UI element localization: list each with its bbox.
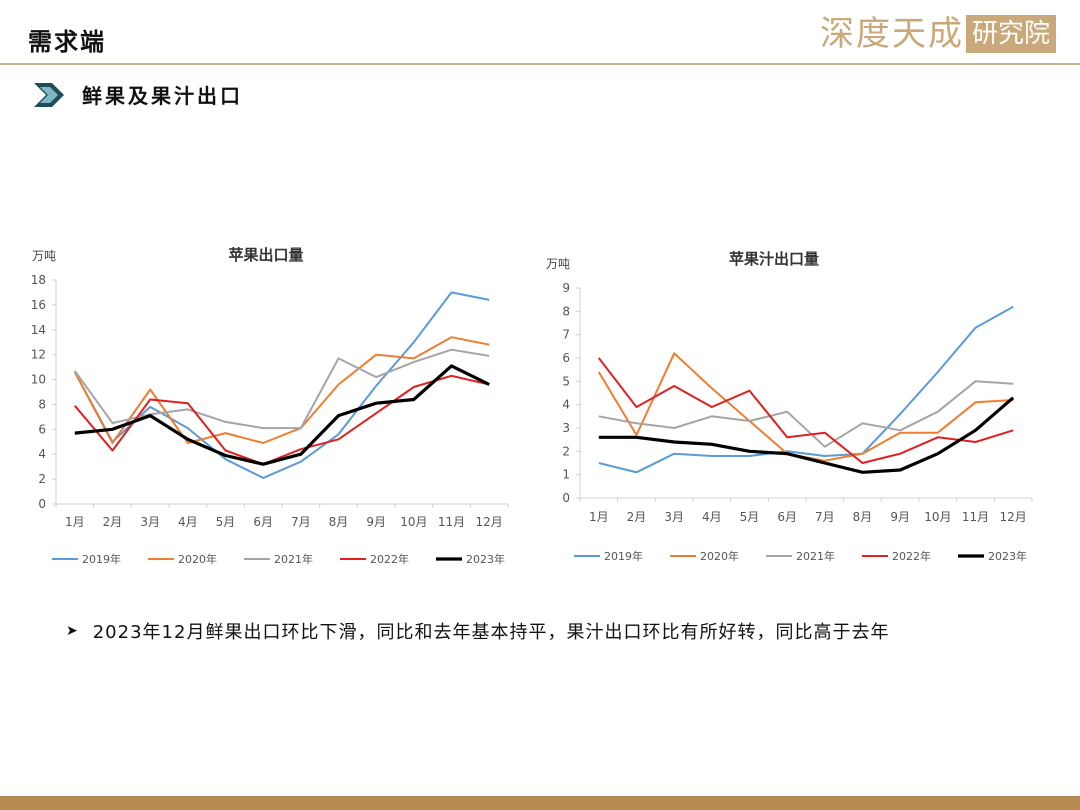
logo-box-text: 研究院 <box>965 15 1056 53</box>
page-title: 需求端 <box>28 28 106 56</box>
y-tick-label: 5 <box>562 374 570 388</box>
series-line-3 <box>74 374 490 466</box>
y-tick-label: 6 <box>38 422 46 436</box>
y-axis-unit-label: 万吨 <box>546 257 570 271</box>
x-tick-label: 4月 <box>702 510 722 524</box>
x-tick-label: 2月 <box>103 515 123 529</box>
summary-note: ➤ 2023年12月鲜果出口环比下滑，同比和去年基本持平，果汁出口环比有所好转，… <box>66 618 889 644</box>
y-tick-label: 2 <box>38 472 46 486</box>
apple-export-chart-svg: 苹果出口量 万吨 0 2 4 6 8 10 12 14 16 18 1月 2月 3月 4月 5月 6月 7月 8月 9月… <box>31 246 509 566</box>
legend-label-1: 2020年 <box>700 549 739 563</box>
y-tick-label: 2 <box>562 444 570 458</box>
apple-juice-export-chart: 苹果汁出口量 万吨 0 1 2 3 4 5 6 7 8 9 1月 2月 3月 4月 5月 6月 7月 8月 9月 10月 1… <box>540 230 1060 580</box>
series-line-2 <box>598 380 1014 448</box>
series-line-4 <box>598 396 1015 474</box>
x-tick-label: 8月 <box>329 515 349 529</box>
y-tick-label: 8 <box>562 304 570 318</box>
y-tick-label: 3 <box>562 421 570 435</box>
section-heading: 鲜果及果汁出口 <box>32 80 243 109</box>
x-tick-label: 1月 <box>65 515 85 529</box>
legend-label-2: 2021年 <box>274 552 313 566</box>
company-logo: 深度天成 研究院 <box>820 12 1056 56</box>
legend-label-3: 2022年 <box>370 552 409 566</box>
x-tick-label: 6月 <box>777 510 797 524</box>
x-tick-label: 10月 <box>924 510 951 524</box>
y-tick-label: 8 <box>38 397 46 411</box>
y-tick-label: 7 <box>562 328 570 342</box>
x-tick-label: 12月 <box>1000 510 1027 524</box>
legend-label-2: 2021年 <box>796 549 835 563</box>
legend-label-0: 2019年 <box>82 552 121 566</box>
legend-label-3: 2022年 <box>892 549 931 563</box>
x-tick-label: 9月 <box>890 510 910 524</box>
series-line-0 <box>598 305 1014 474</box>
series-line-4 <box>74 364 490 466</box>
x-tick-label: 10月 <box>400 515 427 529</box>
x-tick-label: 11月 <box>962 510 989 524</box>
x-tick-label: 3月 <box>140 515 160 529</box>
y-tick-label: 16 <box>31 298 46 312</box>
y-tick-label: 4 <box>38 447 46 461</box>
y-tick-label: 1 <box>562 468 570 482</box>
legend-label-0: 2019年 <box>604 549 643 563</box>
summary-note-text: 2023年12月鲜果出口环比下滑，同比和去年基本持平，果汁出口环比有所好转，同比… <box>92 622 890 643</box>
y-tick-label: 0 <box>562 491 570 505</box>
legend-label-4: 2023年 <box>466 552 505 566</box>
series-line-2 <box>73 348 490 430</box>
x-tick-label: 5月 <box>216 515 236 529</box>
series-line-0 <box>73 291 490 479</box>
x-tick-label: 9月 <box>366 515 386 529</box>
x-tick-label: 6月 <box>253 515 273 529</box>
y-tick-label: 14 <box>31 323 46 337</box>
header-divider <box>0 63 1080 65</box>
y-tick-label: 0 <box>38 497 46 511</box>
footer-bar <box>0 796 1080 810</box>
logo-main-text: 深度天成 <box>819 14 964 54</box>
y-tick-label: 18 <box>31 273 46 287</box>
chevron-right-icon <box>34 82 64 107</box>
y-tick-label: 12 <box>31 348 46 362</box>
x-tick-label: 12月 <box>476 515 503 529</box>
x-tick-label: 7月 <box>291 515 311 529</box>
chart-title: 苹果汁出口量 <box>729 250 819 268</box>
x-tick-label: 5月 <box>740 510 760 524</box>
x-tick-label: 1月 <box>589 510 609 524</box>
apple-juice-export-chart-svg: 苹果汁出口量 万吨 0 1 2 3 4 5 6 7 8 9 1月 2月 3月 4月 5月 6月 7月 8月 9月 10月 1… <box>546 250 1033 563</box>
legend-label-1: 2020年 <box>178 552 217 566</box>
section-label: 鲜果及果汁出口 <box>82 84 243 108</box>
x-tick-label: 4月 <box>178 515 198 529</box>
y-tick-label: 4 <box>562 398 570 412</box>
y-tick-label: 6 <box>562 351 570 365</box>
y-axis-unit-label: 万吨 <box>32 249 56 263</box>
y-tick-label: 10 <box>31 373 46 387</box>
apple-export-chart: 苹果出口量 万吨 0 2 4 6 8 10 12 14 16 18 1月 2月 3月 4月 5月 6月 7月 8月 9月… <box>20 230 540 580</box>
series-line-3 <box>598 357 1014 464</box>
x-tick-label: 3月 <box>664 510 684 524</box>
y-tick-label: 9 <box>562 281 570 295</box>
legend-label-4: 2023年 <box>988 549 1027 563</box>
x-tick-label: 2月 <box>627 510 647 524</box>
chart-title: 苹果出口量 <box>228 246 303 264</box>
x-tick-label: 7月 <box>815 510 835 524</box>
x-tick-label: 11月 <box>438 515 465 529</box>
bullet-arrow-icon: ➤ <box>66 623 79 639</box>
series-line-1 <box>73 336 490 444</box>
x-tick-label: 8月 <box>853 510 873 524</box>
